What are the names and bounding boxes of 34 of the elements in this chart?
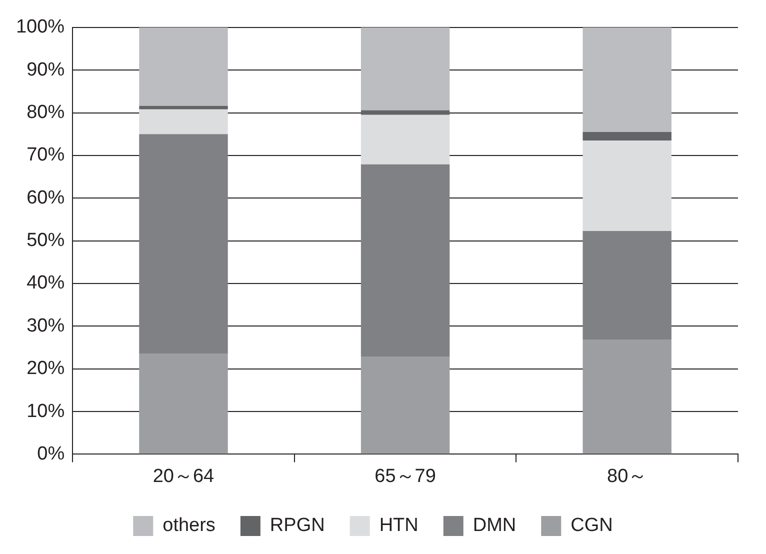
legend-label: CGN bbox=[570, 515, 613, 536]
bar bbox=[360, 356, 450, 454]
bar bbox=[582, 140, 672, 231]
x-tick-label: 80～ bbox=[607, 466, 648, 487]
y-tick-label: 60% bbox=[26, 187, 65, 208]
y-tick-label: 10% bbox=[26, 400, 65, 422]
bar bbox=[582, 27, 672, 132]
y-tick-label: 100% bbox=[16, 16, 65, 38]
x-tick-label: 65～79 bbox=[374, 466, 436, 487]
legend-label: RPGN bbox=[270, 515, 325, 536]
y-tick-label: 70% bbox=[26, 144, 65, 166]
legend-label: HTN bbox=[379, 515, 418, 536]
y-tick-label: 0% bbox=[37, 443, 65, 464]
bar bbox=[139, 354, 228, 454]
y-tick-label: 50% bbox=[26, 230, 65, 252]
y-tick-label: 20% bbox=[26, 358, 65, 380]
y-tick-label: 30% bbox=[26, 315, 65, 336]
bar bbox=[139, 27, 228, 106]
y-tick-label: 40% bbox=[26, 272, 65, 294]
bar bbox=[139, 134, 228, 354]
x-tick-label: 20～64 bbox=[152, 466, 215, 487]
bar bbox=[360, 114, 450, 164]
y-tick-label: 80% bbox=[26, 102, 65, 123]
bar bbox=[582, 340, 672, 454]
y-tick-label: 90% bbox=[26, 59, 65, 80]
legend-label: others bbox=[162, 515, 216, 536]
legend-label: DMN bbox=[472, 515, 516, 536]
bar bbox=[139, 106, 228, 110]
bar bbox=[360, 110, 450, 115]
bar bbox=[582, 132, 672, 140]
bar bbox=[582, 230, 672, 340]
bar bbox=[139, 109, 228, 134]
bar bbox=[360, 164, 450, 357]
bar bbox=[360, 27, 450, 110]
